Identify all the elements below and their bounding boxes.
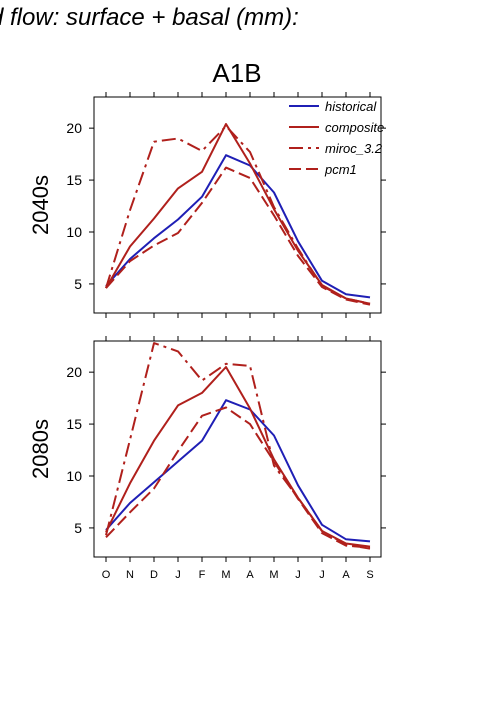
x-tick-label: D	[150, 569, 158, 581]
y-tick-label: 20	[66, 364, 82, 380]
series-line-historical	[105, 399, 371, 543]
scenario-title: A1B	[212, 58, 261, 88]
series-line-miroc_3.2	[105, 342, 371, 550]
y-tick-label: 15	[66, 172, 82, 188]
y-tick-label: 5	[74, 276, 82, 292]
x-tick-label: J	[319, 569, 325, 581]
x-tick-label: M	[269, 569, 278, 581]
chart-panel-2040s: 5 10 15 20 2040s historical composite miroc_3.2…	[28, 92, 386, 318]
plot-frame	[93, 340, 382, 558]
legend-label: miroc_3.2	[325, 141, 383, 156]
series-line-historical	[105, 154, 371, 299]
legend-label: historical	[325, 99, 377, 114]
y-tick-label: 10	[66, 224, 82, 240]
x-tick-label: F	[199, 569, 206, 581]
x-tick-label: N	[126, 569, 134, 581]
legend-label: pcm1	[324, 162, 357, 177]
x-tick-label: M	[221, 569, 230, 581]
y-tick-label: 15	[66, 416, 82, 432]
x-tick-label: A	[246, 569, 254, 581]
series-line-pcm1	[105, 406, 371, 549]
chart-panel-2080s: 5 10 15 20 O N D J F M A M J J A S 2080s	[28, 336, 386, 581]
series-line-composite	[105, 366, 371, 548]
x-tick-label: S	[366, 569, 373, 581]
page-title: d flow: surface + basal (mm):	[0, 4, 299, 31]
chart-panels: 5 10 15 20 2040s historical composite miroc_3.2…	[28, 92, 386, 581]
legend-label: composite	[325, 120, 384, 135]
x-tick-label: J	[295, 569, 301, 581]
y-tick-label: 10	[66, 468, 82, 484]
y-tick-label: 20	[66, 120, 82, 136]
series-line-composite	[105, 123, 371, 305]
panel-label: 2080s	[28, 419, 53, 479]
plot-frame	[93, 96, 382, 314]
x-tick-label: A	[342, 569, 350, 581]
legend: historical composite miroc_3.2 pcm1	[289, 99, 384, 177]
panel-label: 2040s	[28, 175, 53, 235]
x-tick-label: O	[102, 569, 111, 581]
y-tick-label: 5	[74, 520, 82, 536]
series-line-pcm1	[105, 166, 371, 306]
x-tick-label: J	[175, 569, 181, 581]
